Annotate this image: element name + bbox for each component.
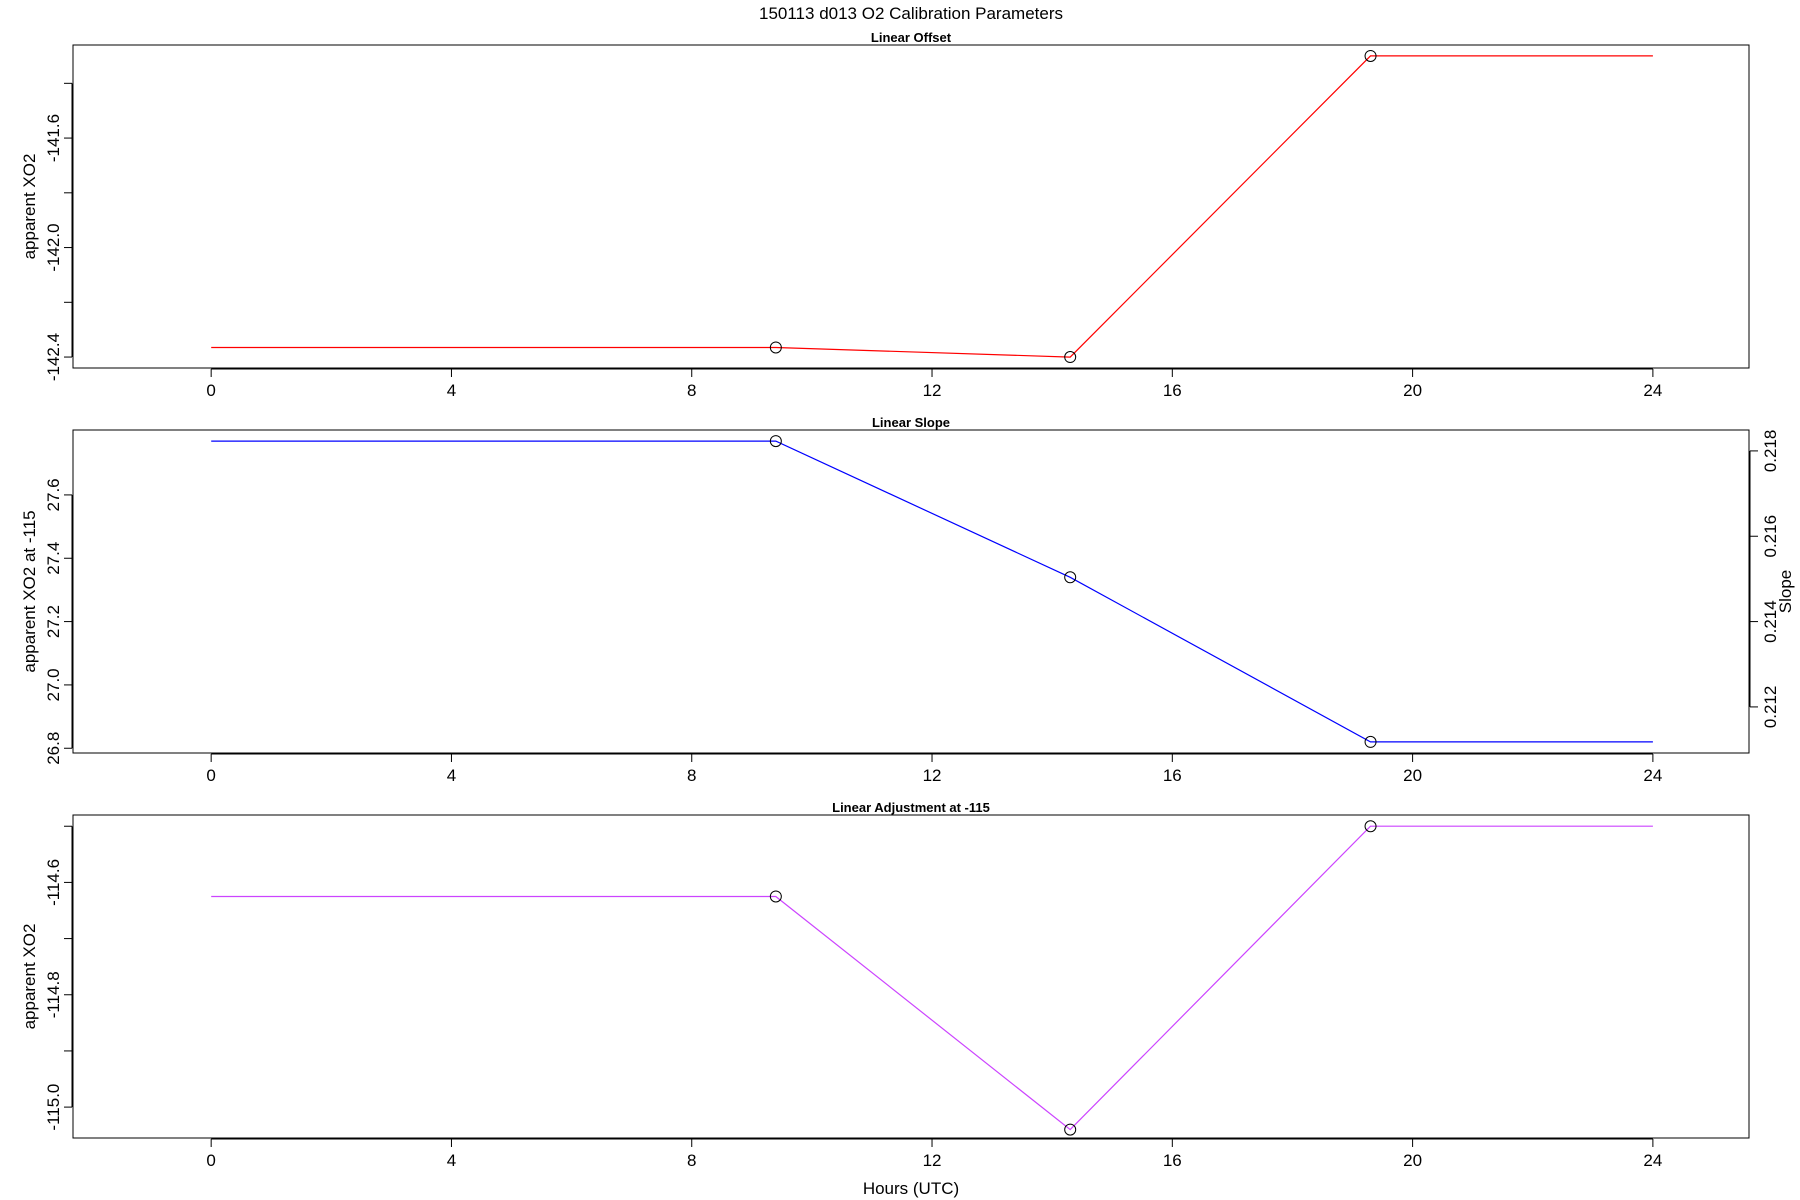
y2-tick-label: 0.212 (1761, 686, 1780, 729)
plot-frame (72, 814, 1750, 1139)
panel-title: Linear Adjustment at -115 (832, 800, 990, 815)
data-point-marker (1364, 735, 1377, 748)
x-tick-label: 16 (1163, 766, 1182, 785)
series-line (211, 440, 1653, 743)
y-tick-label: -114.6 (44, 859, 63, 906)
y-tick-label: 27.2 (44, 605, 63, 638)
x-tick-label: 16 (1163, 381, 1182, 400)
y2-axis-label: Slope (1776, 570, 1795, 613)
y-tick-label: 27.6 (44, 478, 63, 511)
data-point-marker (1364, 49, 1377, 62)
y-tick-label: -114.8 (44, 971, 63, 1018)
y2-tick-label: 0.214 (1761, 600, 1780, 643)
data-point-marker (769, 435, 782, 448)
figure-x-axis-label: Hours (UTC) (863, 1179, 959, 1198)
plot-frame (72, 429, 1750, 754)
chart-panel-2: Linear Slope 0 4 8 12 16 20 24 26.8 27.0 27.2 27.4 2… (20, 415, 1795, 785)
x-tick-label: 24 (1643, 1151, 1662, 1170)
y-tick-label: 26.8 (44, 732, 63, 765)
y-axis-label: apparent XO2 (20, 924, 39, 1030)
series-line (211, 55, 1653, 358)
x-tick-label: 8 (687, 766, 696, 785)
y-tick-label: 27.0 (44, 668, 63, 701)
x-tick-label: 20 (1403, 766, 1422, 785)
data-point-marker (1064, 571, 1077, 584)
x-tick-label: 0 (206, 381, 215, 400)
panel-title: Linear Slope (872, 415, 950, 430)
plot-frame (72, 44, 1750, 369)
chart-panels: Linear Offset 0 4 8 12 16 20 24 -142.4 -142.0 -141… (20, 30, 1795, 1170)
x-tick-label: 8 (687, 381, 696, 400)
x-tick-label: 20 (1403, 381, 1422, 400)
y-tick-label: -142.4 (44, 333, 63, 381)
y2-tick-label: 0.216 (1761, 515, 1780, 558)
y-axis-label: apparent XO2 (20, 154, 39, 260)
x-tick-label: 12 (923, 1151, 942, 1170)
y-tick-label: -142.0 (44, 223, 63, 271)
chart-panel-3: Linear Adjustment at -115 0 4 8 12 16 20 24 -115… (20, 800, 1750, 1170)
data-point-marker (1064, 351, 1077, 364)
y2-tick-label: 0.218 (1761, 430, 1780, 473)
x-tick-label: 0 (206, 1151, 215, 1170)
x-tick-label: 4 (447, 381, 456, 400)
x-tick-label: 24 (1643, 766, 1662, 785)
x-tick-label: 4 (447, 1151, 456, 1170)
x-tick-label: 4 (447, 766, 456, 785)
x-tick-label: 16 (1163, 1151, 1182, 1170)
series-line (211, 825, 1653, 1131)
x-tick-label: 12 (923, 766, 942, 785)
data-point-marker (769, 341, 782, 354)
panel-title: Linear Offset (871, 30, 952, 45)
y-axis-label: apparent XO2 at -115 (20, 510, 39, 672)
y-tick-label: 27.4 (44, 542, 63, 575)
y-tick-label: -141.6 (44, 114, 63, 162)
x-tick-label: 24 (1643, 381, 1662, 400)
y-tick-label: -115.0 (44, 1084, 63, 1131)
chart-panel-1: Linear Offset 0 4 8 12 16 20 24 -142.4 -142.0 -141… (20, 30, 1750, 400)
x-tick-label: 20 (1403, 1151, 1422, 1170)
x-tick-label: 12 (923, 381, 942, 400)
figure-title: 150113 d013 O2 Calibration Parameters (759, 4, 1063, 23)
x-tick-label: 0 (206, 766, 215, 785)
data-point-marker (1364, 820, 1377, 833)
data-point-marker (769, 890, 782, 903)
data-point-marker (1064, 1123, 1077, 1136)
x-tick-label: 8 (687, 1151, 696, 1170)
